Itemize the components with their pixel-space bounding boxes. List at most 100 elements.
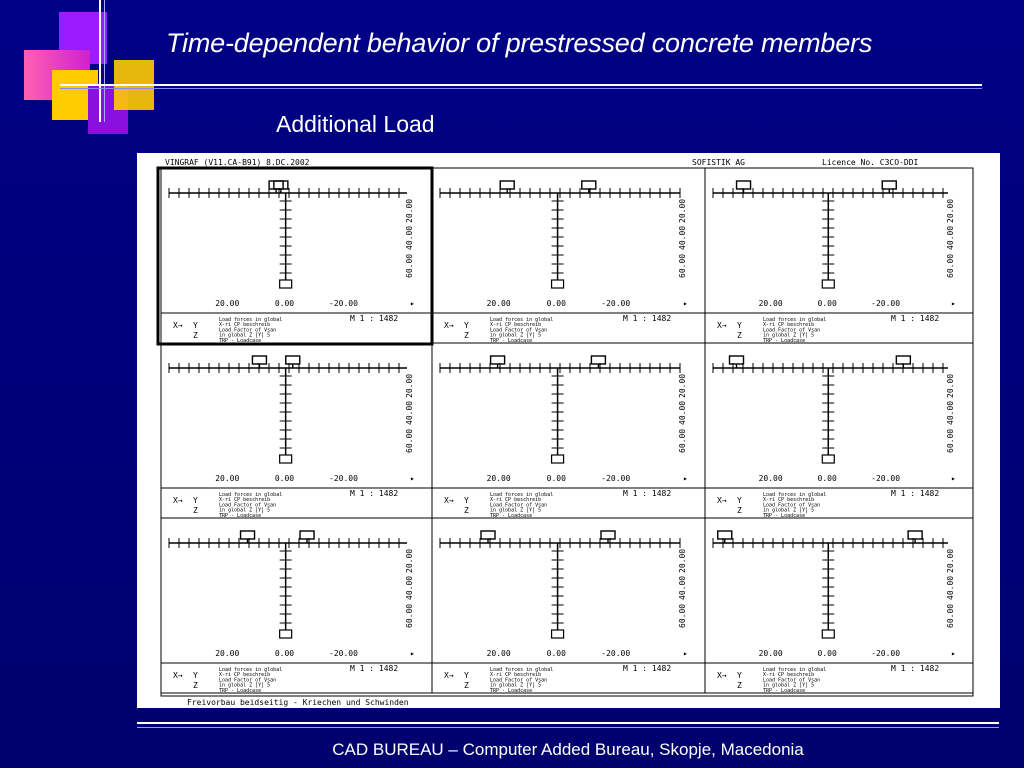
panel-legend-line: Load forces in global <box>219 492 282 498</box>
panel-x-tick-label: 20.00 <box>759 649 783 658</box>
slide-title: Time-dependent behavior of prestressed c… <box>166 28 873 58</box>
printout-header-right: Licence No. C3CO-DDI <box>822 158 919 167</box>
decor-white-vline-2 <box>104 0 105 122</box>
panel-y-tick-label: 40.00 <box>678 576 687 600</box>
panel-scale-label: M 1 : 1482 <box>350 489 398 498</box>
load-marker <box>489 355 506 365</box>
panel-x-tick-label: -20.00 <box>871 649 900 658</box>
printout-drawing: VINGRAF (V11.CA-B91) 8.DC.2002 SOFISTIK … <box>156 158 974 707</box>
panel-x-arrow: ▸ <box>410 299 415 308</box>
printout-panel: 20.00 0.00 -20.00 ▸ 20.00 40.00 60.00 X→ YZ Load … <box>160 517 433 694</box>
panel-legend-line: Load Factor of Vsan <box>763 502 820 508</box>
panel-y-tick-label: 60.00 <box>405 429 414 453</box>
panel-legend-line: in global Z [Y] 5 <box>490 333 541 339</box>
panel-legend-line: TRP - Loadcase <box>763 513 805 519</box>
panel-axis-symbol-x: X→ <box>173 671 183 680</box>
panel-legend-line: Load forces in global <box>490 667 553 673</box>
panel-y-tick-label: 60.00 <box>405 254 414 278</box>
panel-x-tick-label: -20.00 <box>601 299 630 308</box>
panel-x-tick-label: 20.00 <box>487 474 511 483</box>
panel-y-tick-label: 40.00 <box>405 576 414 600</box>
panel-border <box>704 517 974 694</box>
panel-legend-line: Load Factor of Vsan <box>219 327 276 333</box>
panel-y-tick-label: 40.00 <box>405 401 414 425</box>
load-marker <box>717 530 733 540</box>
load-marker <box>907 530 923 540</box>
panel-y-tick-label: 40.00 <box>946 401 955 425</box>
panel-axis-symbol-z: Z <box>737 506 742 515</box>
panel-axis-symbol-x: X→ <box>173 321 183 330</box>
panel-axis-symbol-x: X→ <box>444 496 454 505</box>
panel-legend-line: X-ri CP beschreib <box>490 497 541 503</box>
panel-legend-line: TRP - Loadcase <box>219 338 261 344</box>
panel-x-arrow: ▸ <box>683 299 688 308</box>
panel-axis-symbol-x: X→ <box>444 321 454 330</box>
panel-y-tick-label: 60.00 <box>678 429 687 453</box>
load-marker <box>590 355 607 365</box>
panel-legend-line: Load forces in global <box>763 317 826 323</box>
panel-scale-label: M 1 : 1482 <box>623 314 671 323</box>
panel-legend-line: in global Z [Y] 5 <box>763 683 814 689</box>
panel-x-tick-label: 20.00 <box>215 299 239 308</box>
panel-x-tick-label: -20.00 <box>329 299 358 308</box>
panel-legend-line: Load Factor of Vsan <box>490 502 547 508</box>
panel-y-tick-label: 20.00 <box>946 374 955 398</box>
panel-x-tick-label: -20.00 <box>329 474 358 483</box>
panel-axis-symbol-z: Z <box>193 681 198 690</box>
panel-x-tick-label: 20.00 <box>215 649 239 658</box>
panel-legend-line: Load Factor of Vsan <box>219 677 276 683</box>
panel-x-tick-label: -20.00 <box>871 299 900 308</box>
load-marker <box>239 530 256 540</box>
panel-axis-symbol-z: Z <box>464 681 469 690</box>
panel-legend-line: TRP - Loadcase <box>763 338 805 344</box>
panel-y-tick-label: 20.00 <box>405 549 414 573</box>
pier-foundation <box>550 454 565 464</box>
title-underline-2 <box>60 88 982 89</box>
panel-axis-symbol-y: Y <box>464 496 469 505</box>
panel-x-tick-label: 20.00 <box>215 474 239 483</box>
load-marker <box>268 180 284 190</box>
panel-y-tick-label: 60.00 <box>678 604 687 628</box>
panel-scale-label: M 1 : 1482 <box>350 314 398 323</box>
panel-y-tick-label: 60.00 <box>946 429 955 453</box>
panel-x-arrow: ▸ <box>410 474 415 483</box>
panel-legend-line: X-ri CP beschreib <box>490 322 541 328</box>
panel-x-tick-label: 20.00 <box>759 474 783 483</box>
panel-x-tick-label: 20.00 <box>759 299 783 308</box>
panel-y-tick-label: 20.00 <box>678 549 687 573</box>
printout-panel: 20.00 0.00 -20.00 ▸ 20.00 40.00 60.00 X→ YZ Load … <box>704 342 974 519</box>
pier-foundation <box>279 629 293 639</box>
printout-header-left: VINGRAF (V11.CA-B91) 8.DC.2002 <box>165 158 310 167</box>
highlighted-panel-border <box>156 166 434 346</box>
panel-scale-label: M 1 : 1482 <box>623 664 671 673</box>
load-marker <box>273 180 289 190</box>
panel-x-tick-label: 0.00 <box>818 299 837 308</box>
panel-x-tick-label: 20.00 <box>487 299 511 308</box>
panel-legend-line: in global Z [Y] 5 <box>219 508 270 514</box>
footer-rule <box>137 722 999 724</box>
panel-axis-symbol-z: Z <box>193 506 198 515</box>
panel-scale-label: M 1 : 1482 <box>891 489 939 498</box>
decor-white-vline <box>99 0 101 122</box>
panel-axis-symbol-y: Y <box>737 496 742 505</box>
printout-panel: 20.00 0.00 -20.00 ▸ 20.00 40.00 60.00 X→ YZ Load … <box>160 342 433 519</box>
panel-x-tick-label: 0.00 <box>818 474 837 483</box>
panel-legend-line: in global Z [Y] 5 <box>490 683 541 689</box>
load-marker <box>728 355 745 365</box>
panel-axis-symbol-z: Z <box>464 331 469 340</box>
panel-y-tick-label: 40.00 <box>946 576 955 600</box>
panel-legend-line: Load forces in global <box>763 492 826 498</box>
panel-y-tick-label: 60.00 <box>946 254 955 278</box>
panel-legend-line: Load Factor of Vsan <box>763 677 820 683</box>
structural-printout-image: VINGRAF (V11.CA-B91) 8.DC.2002 SOFISTIK … <box>137 153 1000 708</box>
pier-foundation <box>550 629 565 639</box>
panel-axis-symbol-x: X→ <box>717 496 727 505</box>
panel-y-tick-label: 40.00 <box>405 226 414 250</box>
printout-panel: 20.00 0.00 -20.00 ▸ 20.00 40.00 60.00 X→ YZ Load … <box>704 167 974 344</box>
panel-axis-symbol-x: X→ <box>717 671 727 680</box>
panel-scale-label: M 1 : 1482 <box>350 664 398 673</box>
panel-y-tick-label: 60.00 <box>946 604 955 628</box>
panel-y-tick-label: 40.00 <box>678 401 687 425</box>
